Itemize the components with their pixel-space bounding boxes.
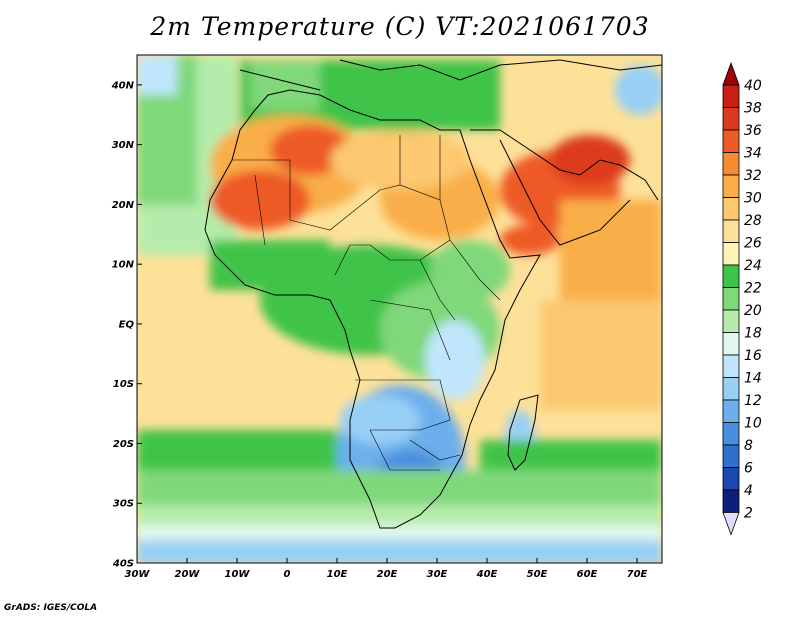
lon-tick-label: 70E — [627, 569, 648, 580]
lon-tick-label: 10W — [225, 569, 251, 580]
lon-tick-label: 10E — [327, 569, 348, 580]
lat-tick-label: 20N — [112, 200, 135, 211]
colorbar-label: 20 — [744, 303, 762, 319]
colorbar-band — [722, 287, 740, 311]
colorbar-label: 16 — [744, 348, 762, 364]
colorbar-label: 28 — [744, 213, 762, 229]
colorbar-band — [722, 107, 740, 131]
axis-ticks: 30W 20W 10W 0 10E 20E 30E 40E 50E 60E 70E 40N 30N 20N… — [111, 80, 648, 580]
plot-frame — [136, 54, 663, 564]
colorbar-band — [722, 422, 740, 446]
colorbar-band — [722, 174, 740, 198]
colorbar-label: 8 — [744, 438, 753, 454]
colorbar-bottom-arrow — [722, 512, 740, 536]
colorbar-band — [722, 332, 740, 356]
lon-tick-label: 20W — [175, 569, 201, 580]
colorbar-label: 2 — [744, 506, 753, 522]
colorbar-band — [722, 152, 740, 176]
map-title: 2m Temperature (C) VT:2021061703 — [150, 12, 650, 41]
lat-tick-label: 30S — [113, 499, 134, 510]
colorbar-band — [722, 354, 740, 378]
colorbar: 40 38 36 34 32 30 28 26 24 22 20 18 16 14 12 10 8 6 4 2 — [722, 61, 762, 536]
colorbar-band — [722, 264, 740, 288]
colorbar-label: 40 — [744, 78, 762, 94]
lon-tick-label: 30W — [125, 569, 151, 580]
temperature-field — [137, 55, 662, 563]
lat-tick-label: 10N — [112, 260, 135, 271]
colorbar-band — [722, 84, 740, 108]
colorbar-band — [722, 242, 740, 266]
credit-text: GrADS: IGES/COLA — [4, 603, 98, 613]
colorbar-band — [722, 444, 740, 468]
colorbar-label: 4 — [744, 483, 753, 499]
colorbar-label: 24 — [744, 258, 762, 274]
colorbar-band — [722, 197, 740, 221]
lon-tick-label: 40E — [476, 569, 498, 580]
colorbar-top-arrow — [722, 61, 740, 86]
country-borders — [232, 135, 501, 471]
colorbar-band — [722, 467, 740, 491]
colorbar-label: 10 — [744, 416, 762, 432]
colorbar-label: 32 — [744, 168, 762, 184]
lon-tick-label: 30E — [427, 569, 448, 580]
colorbar-band — [722, 309, 740, 333]
lat-tick-label: EQ — [119, 319, 135, 330]
colorbar-label: 6 — [744, 461, 753, 477]
colorbar-label: 12 — [744, 393, 762, 409]
lat-tick-label: 20S — [113, 439, 134, 450]
colorbar-label: 30 — [744, 191, 762, 207]
coastlines — [204, 59, 662, 529]
lon-tick-label: 50E — [527, 569, 548, 580]
colorbar-label: 26 — [744, 236, 762, 252]
colorbar-label: 14 — [744, 371, 762, 387]
lat-tick-label: 40N — [111, 80, 135, 91]
colorbar-label: 22 — [744, 281, 762, 297]
lon-tick-label: 0 — [284, 569, 291, 580]
colorbar-label: 38 — [744, 101, 762, 117]
colorbar-band — [722, 377, 740, 401]
colorbar-band — [722, 219, 740, 243]
colorbar-label: 18 — [744, 326, 762, 342]
lat-tick-label: 30N — [112, 140, 135, 151]
colorbar-band — [722, 399, 740, 423]
lat-tick-label: 10S — [113, 379, 134, 390]
colorbar-band — [722, 129, 740, 153]
colorbar-label: 36 — [744, 123, 762, 139]
colorbar-band — [722, 489, 740, 513]
lon-tick-label: 60E — [577, 569, 598, 580]
lat-tick-label: 40S — [112, 559, 134, 570]
colorbar-label: 34 — [744, 146, 762, 162]
lon-tick-label: 20E — [377, 569, 398, 580]
